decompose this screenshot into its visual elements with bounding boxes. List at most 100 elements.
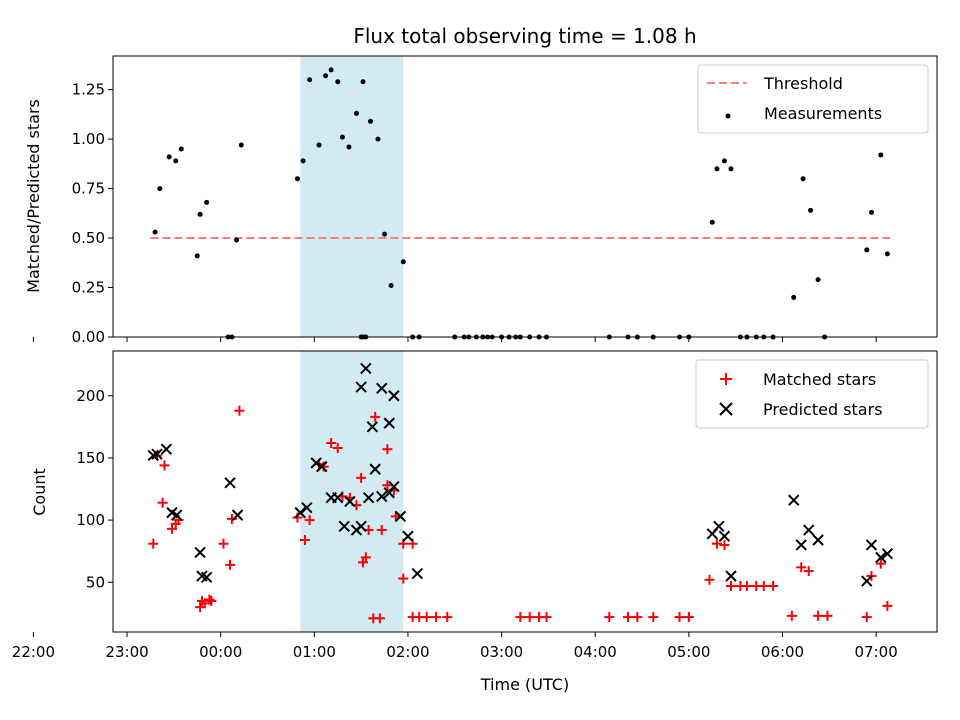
matched-star-marker [382, 480, 393, 491]
measurement-point [791, 294, 797, 300]
legend-measurements-label: Measurements [764, 104, 882, 123]
matched-star-marker [674, 612, 685, 623]
measurement-point [339, 134, 345, 140]
measurement-point [173, 158, 179, 164]
matched-star-marker [711, 538, 722, 549]
predicted-star-marker [332, 492, 344, 504]
matched-star-marker [421, 612, 432, 623]
measurement-point [204, 199, 210, 205]
predicted-star-marker [355, 381, 367, 393]
measurement-point [878, 152, 884, 158]
matched-star-marker [515, 612, 526, 623]
predicted-star-marker [718, 530, 731, 542]
measurement-point [815, 277, 821, 283]
matched-star-marker [299, 534, 310, 545]
predicted-star-marker [170, 509, 183, 521]
measurement-point [353, 110, 359, 116]
predicted-star-marker [160, 443, 173, 455]
measurement-point [728, 166, 734, 172]
top-axes-frame [112, 55, 938, 338]
predicted-star-markers [147, 362, 894, 587]
measurement-point [360, 79, 366, 85]
x-tick-label: 04:00 [574, 643, 617, 661]
marker-stroke [170, 509, 183, 521]
top-x-ticks [32, 337, 877, 342]
predicted-star-marker [231, 509, 244, 521]
measurement-point [864, 247, 870, 253]
measurement-point [152, 229, 158, 235]
predicted-star-marker [865, 539, 878, 551]
predicted-star-marker [316, 460, 328, 473]
top-highlight-span [300, 56, 404, 337]
x-tick-label: 05:00 [667, 643, 710, 661]
predicted-star-marker [788, 494, 800, 506]
measurement-point [197, 211, 203, 217]
measurement-point [375, 136, 381, 142]
measurement-point [800, 176, 806, 182]
top-legend-frame [697, 64, 929, 134]
matched-star-marker [683, 612, 694, 623]
marker-stroke [865, 539, 878, 551]
marker-stroke [355, 381, 367, 393]
marker-stroke [231, 509, 244, 521]
marker-stroke [383, 487, 395, 499]
legend-threshold-label: Threshold [763, 74, 843, 93]
marker-stroke [803, 524, 815, 536]
marker-stroke [301, 501, 313, 514]
top-y-ticks: 0.00 0.25 0.50 0.75 1.00 1.25 [72, 81, 113, 346]
matched-star-marker [148, 538, 159, 549]
marker-stroke [411, 567, 424, 580]
x-axis-label: Time (UTC) [480, 675, 569, 694]
measurement-point [307, 77, 313, 83]
matched-star-marker [882, 600, 893, 611]
predicted-star-marker [369, 463, 381, 475]
legend-predicted-swatch [719, 402, 733, 416]
y-tick-label: 150 [76, 449, 105, 467]
measurement-points [152, 67, 890, 340]
legend-matched-label: Matched stars [763, 370, 876, 389]
marker-stroke [310, 457, 322, 469]
marker-stroke [316, 460, 328, 473]
measurement-point [368, 118, 373, 124]
measurement-point [808, 207, 814, 213]
matched-star-marker [332, 442, 343, 453]
predicted-star-marker [362, 492, 375, 504]
measurement-point [709, 219, 715, 225]
predicted-star-marker [383, 417, 395, 429]
predicted-star-marker [383, 487, 395, 499]
matched-star-marker [813, 610, 824, 621]
measurement-point [316, 142, 322, 148]
x-tick-label: 07:00 [855, 643, 898, 661]
matched-star-marker [875, 558, 886, 569]
matched-star-marker [218, 538, 229, 549]
measurement-point [721, 158, 727, 164]
marker-stroke [332, 492, 344, 504]
y-tick-label: 1.00 [72, 130, 105, 148]
top-panel: 0.00 0.25 0.50 0.75 1.00 1.25 Matched/Predict… [24, 55, 938, 346]
x-tick-label: 03:00 [480, 643, 523, 661]
marker-stroke [812, 534, 824, 546]
measurement-point [335, 79, 341, 85]
matched-star-marker [159, 460, 170, 471]
marker-stroke [224, 477, 236, 489]
matched-star-marker [741, 580, 752, 591]
matched-star-markers [148, 405, 893, 624]
marker-stroke [200, 571, 213, 583]
measurement-point [157, 186, 163, 192]
measurement-point [346, 144, 352, 150]
measurement-point [294, 176, 300, 182]
predicted-star-marker [338, 520, 350, 533]
x-tick-label: 01:00 [293, 643, 336, 661]
matched-star-marker [234, 405, 245, 416]
measurement-point [884, 251, 890, 257]
marker-stroke [355, 520, 367, 533]
matched-star-marker [431, 612, 442, 623]
measurement-point [234, 237, 240, 243]
predicted-star-marker [376, 382, 388, 395]
matched-star-marker [648, 612, 659, 623]
marker-stroke [718, 530, 731, 542]
x-tick-label: 00:00 [199, 643, 242, 661]
matched-star-marker [442, 612, 453, 623]
